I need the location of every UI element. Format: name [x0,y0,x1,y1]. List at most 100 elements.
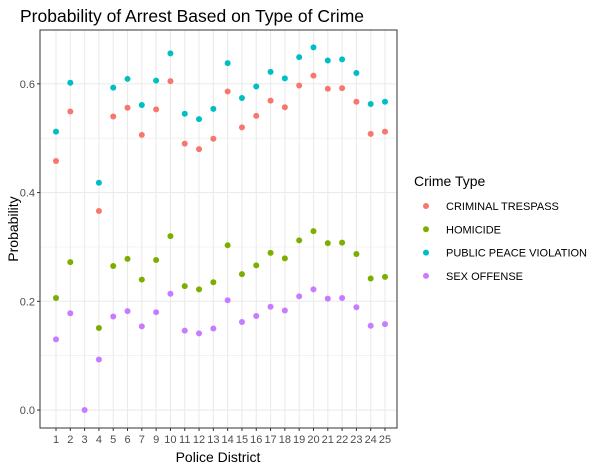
point-public-peace-violation [339,56,346,63]
point-public-peace-violation [353,69,360,76]
x-tick-label: 1 [53,434,59,446]
legend-key-sex-offense [423,272,429,279]
x-tick-label: 6 [124,434,130,446]
point-public-peace-violation [95,179,102,186]
x-tick-label: 15 [236,434,248,446]
point-homicide [267,249,274,256]
point-public-peace-violation [238,94,245,101]
x-axis: 1 2 3 4 5 6 7 9 10 11 12 13 14 15 16 17 18 19 20 21 22 23 24 25 [53,428,391,446]
point-sex-offense [124,308,131,315]
legend: Crime Type CRIMINAL TRESPASS HOMICIDE PUBL… [414,173,587,283]
point-criminal-trespass [95,208,102,215]
point-public-peace-violation [310,44,317,51]
point-public-peace-violation [196,116,203,123]
point-public-peace-violation [210,105,217,112]
legend-title: Crime Type [414,173,486,189]
point-criminal-trespass [138,131,145,138]
point-public-peace-violation [382,98,388,105]
chart-title: Probability of Arrest Based on Type of C… [20,6,364,26]
point-homicide [196,286,203,293]
point-public-peace-violation [324,57,331,64]
legend-label-homicide: HOMICIDE [446,224,501,236]
point-criminal-trespass [67,108,74,115]
x-tick-label: 4 [96,434,102,446]
point-sex-offense [296,293,303,300]
point-sex-offense [367,322,374,329]
point-homicide [67,259,74,266]
y-axis-title: Probability [5,196,21,261]
point-public-peace-violation [110,84,117,91]
point-criminal-trespass [281,104,288,111]
point-public-peace-violation [53,128,59,135]
point-criminal-trespass [296,82,303,89]
x-tick-label: 7 [139,434,145,446]
y-tick-label: 0.2 [20,296,35,308]
point-sex-offense [110,313,117,320]
point-homicide [138,276,145,283]
x-tick-label: 16 [250,434,262,446]
point-public-peace-violation [224,60,231,67]
point-sex-offense [181,327,188,334]
y-tick-label: 0.6 [20,79,35,91]
x-tick-label: 24 [365,434,377,446]
y-tick-label: 0.4 [20,188,35,200]
point-homicide [224,242,231,249]
point-criminal-trespass [367,130,374,137]
point-sex-offense [167,290,174,297]
point-criminal-trespass [253,112,260,119]
panel-border [39,29,398,429]
point-criminal-trespass [124,104,131,111]
x-tick-label: 5 [110,434,116,446]
point-criminal-trespass [382,128,388,135]
x-tick-label: 23 [350,434,362,446]
point-homicide [253,262,260,269]
point-homicide [95,324,102,331]
y-tick-label: 0.0 [20,405,35,417]
point-criminal-trespass [210,135,217,142]
x-tick-label: 22 [336,434,348,446]
x-tick-label: 13 [207,434,219,446]
point-sex-offense [153,309,160,316]
legend-key-public-peace-violation [423,249,429,256]
x-tick-label: 9 [153,434,159,446]
point-criminal-trespass [196,146,203,153]
point-homicide [238,271,245,278]
point-sex-offense [138,323,145,330]
point-public-peace-violation [67,79,74,86]
point-homicide [382,273,388,280]
point-sex-offense [310,286,317,293]
point-criminal-trespass [324,85,331,92]
point-public-peace-violation [296,54,303,61]
point-public-peace-violation [124,75,131,82]
point-criminal-trespass [238,124,245,131]
point-public-peace-violation [181,110,188,117]
point-public-peace-violation [267,68,274,75]
point-homicide [53,295,59,302]
x-tick-label: 25 [379,434,391,446]
point-sex-offense [53,336,59,343]
x-tick-label: 12 [193,434,205,446]
point-homicide [324,240,331,247]
point-homicide [167,233,174,240]
point-sex-offense [67,310,74,317]
point-criminal-trespass [53,158,59,165]
point-criminal-trespass [167,78,174,85]
point-homicide [153,256,160,263]
point-homicide [339,239,346,246]
point-public-peace-violation [167,50,174,57]
point-sex-offense [353,304,360,311]
point-sex-offense [267,303,274,310]
x-tick-label: 10 [164,434,176,446]
x-tick-label: 2 [67,434,73,446]
point-sex-offense [95,356,102,363]
point-criminal-trespass [153,106,160,113]
point-sex-offense [224,297,231,304]
point-criminal-trespass [267,97,274,104]
point-homicide [124,255,131,262]
point-sex-offense [382,321,388,328]
point-sex-offense [196,330,203,337]
x-tick-label: 14 [222,434,234,446]
point-sex-offense [210,325,217,332]
point-criminal-trespass [224,88,231,95]
